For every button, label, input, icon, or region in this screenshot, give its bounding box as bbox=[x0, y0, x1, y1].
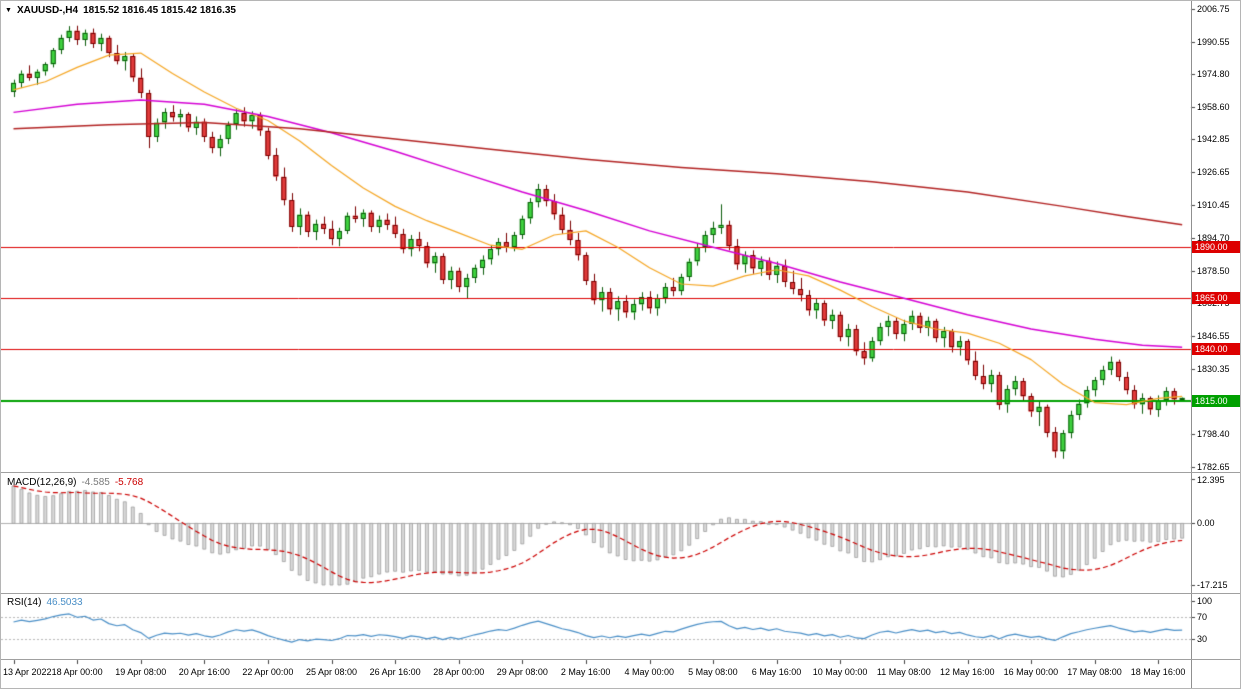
macd-tick-label: -17.215 bbox=[1197, 580, 1228, 590]
symbol-label: ▼ XAUUSD-,H4 1815.52 1816.45 1815.42 181… bbox=[5, 5, 236, 17]
macd-main-value: -4.585 bbox=[81, 477, 110, 488]
rsi-tick-label: 30 bbox=[1197, 633, 1208, 644]
price-tick-label: 1798.40 bbox=[1197, 429, 1230, 440]
ohlc-values: 1815.52 1816.45 1815.42 1816.35 bbox=[83, 5, 236, 16]
rsi-indicator-label: RSI(14) 46.5033 bbox=[7, 597, 83, 608]
time-tick-label: 28 Apr 00:00 bbox=[433, 667, 485, 677]
time-tick-label: 18 Apr 00:00 bbox=[51, 667, 103, 677]
panel-separator-rsi-time[interactable] bbox=[1, 659, 1240, 660]
price-tick-label: 1894.70 bbox=[1197, 232, 1230, 243]
time-tick-label: 22 Apr 00:00 bbox=[242, 667, 294, 677]
panel-separator-macd-rsi[interactable] bbox=[1, 593, 1240, 594]
time-tick-label: 17 May 08:00 bbox=[1067, 667, 1122, 677]
time-tick-label: 25 Apr 08:00 bbox=[306, 667, 358, 677]
price-tick-label: 1910.45 bbox=[1197, 200, 1230, 211]
level-price-tag[interactable]: 1890.00 bbox=[1192, 241, 1240, 254]
time-tick-label: 19 Apr 08:00 bbox=[115, 667, 167, 677]
panel-separator-main-macd[interactable] bbox=[1, 472, 1240, 473]
macd-tick-label: 0.00 bbox=[1197, 518, 1215, 529]
time-tick-label: 26 Apr 16:00 bbox=[369, 667, 421, 677]
price-tick-label: 1830.35 bbox=[1197, 364, 1230, 375]
time-tick-label: 12 May 16:00 bbox=[940, 667, 995, 677]
level-price-tag[interactable]: 1840.00 bbox=[1192, 343, 1240, 356]
time-tick-label: 5 May 08:00 bbox=[688, 667, 738, 677]
time-tick-label: 11 May 08:00 bbox=[876, 667, 931, 677]
level-price-tag[interactable]: 1865.00 bbox=[1192, 292, 1240, 305]
time-tick-label: 16 May 00:00 bbox=[1003, 667, 1059, 677]
time-tick-label: 6 May 16:00 bbox=[751, 667, 802, 677]
time-tick-label: 2 May 16:00 bbox=[560, 667, 611, 677]
rsi-tick-label: 70 bbox=[1197, 612, 1208, 623]
rsi-label-text: RSI(14) bbox=[7, 597, 42, 608]
price-tick-label: 1926.65 bbox=[1197, 167, 1230, 178]
time-tick-label: 20 Apr 16:00 bbox=[178, 667, 230, 677]
time-tick-label: 18 May 16:00 bbox=[1130, 667, 1186, 677]
rsi-value: 46.5033 bbox=[46, 597, 83, 608]
macd-signal-value: -5.768 bbox=[114, 477, 144, 488]
time-tick-label: 13 Apr 2022 bbox=[3, 667, 52, 677]
price-axis-separator bbox=[1191, 1, 1192, 688]
dropdown-arrow-icon[interactable]: ▼ bbox=[5, 7, 12, 14]
price-tick-label: 2006.75 bbox=[1197, 3, 1230, 14]
symbol-text: XAUUSD-,H4 bbox=[16, 5, 79, 16]
time-tick-label: 4 May 00:00 bbox=[624, 667, 675, 677]
price-tick-label: 1990.55 bbox=[1197, 36, 1230, 47]
time-tick-label: 10 May 00:00 bbox=[812, 667, 868, 677]
price-tick-label: 1942.85 bbox=[1197, 134, 1230, 145]
price-tick-label: 1782.65 bbox=[1197, 461, 1230, 472]
price-tick-label: 1878.50 bbox=[1197, 265, 1230, 276]
macd-tick-label: 12.395 bbox=[1197, 475, 1225, 485]
rsi-tick-label: 100 bbox=[1197, 596, 1213, 606]
macd-indicator-label: MACD(12,26,9) -4.585 -5.768 bbox=[7, 477, 143, 488]
price-tick-label: 1974.80 bbox=[1197, 68, 1230, 79]
time-tick-label: 29 Apr 08:00 bbox=[496, 667, 548, 677]
price-tick-label: 1958.60 bbox=[1197, 102, 1230, 113]
level-price-tag[interactable]: 1815.00 bbox=[1192, 394, 1240, 407]
macd-label-text: MACD(12,26,9) bbox=[7, 477, 77, 488]
price-tick-label: 1846.55 bbox=[1197, 331, 1230, 342]
